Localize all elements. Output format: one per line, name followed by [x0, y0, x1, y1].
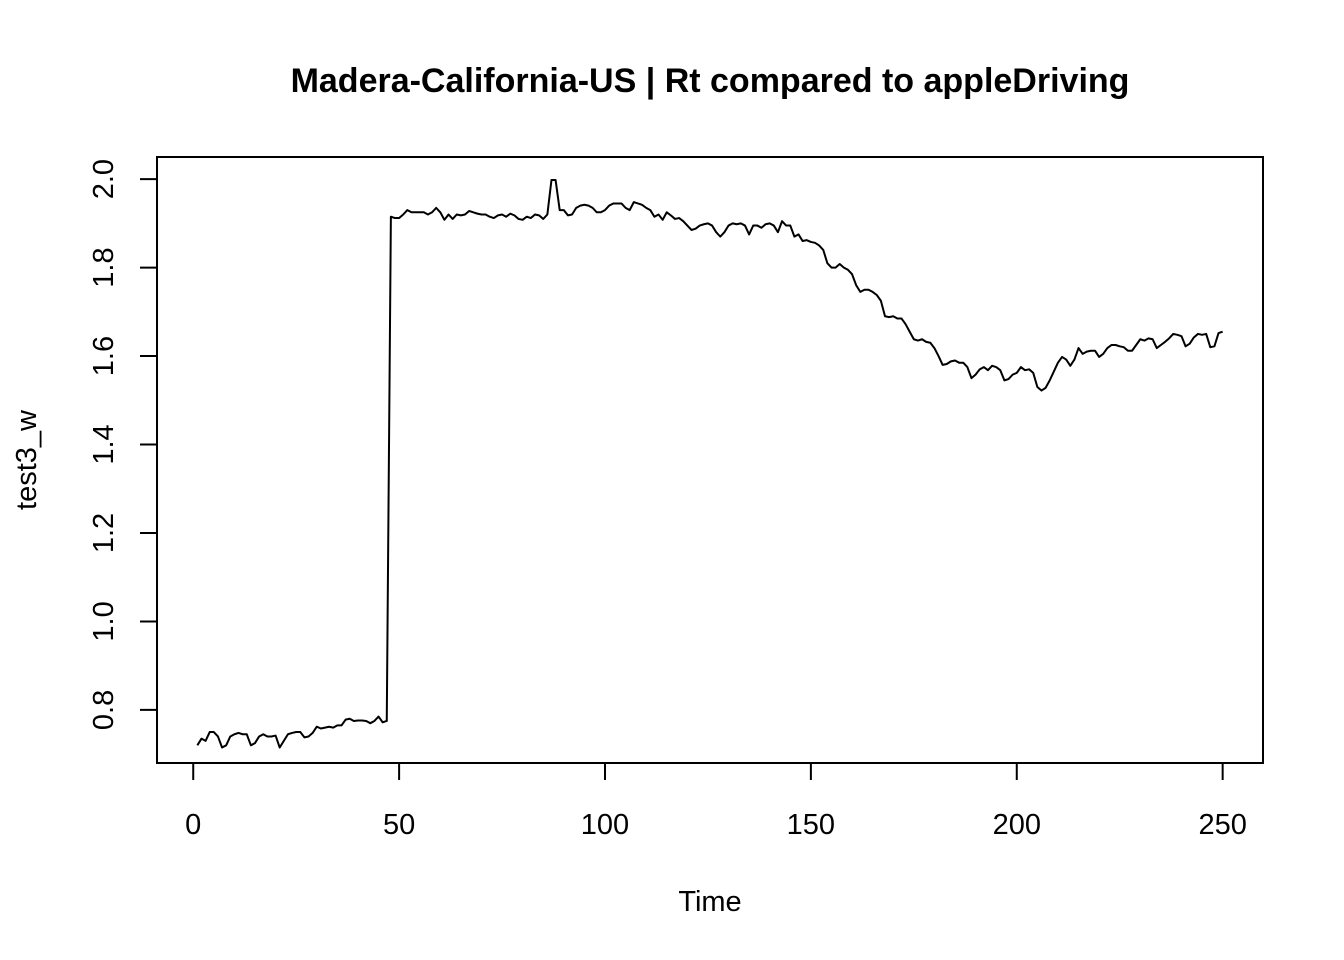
x-tick-label: 100: [581, 809, 629, 841]
x-axis-label: Time: [678, 886, 741, 918]
x-tick-label: 0: [185, 809, 201, 841]
y-tick-label: 1.0: [88, 601, 120, 641]
y-tick-label: 1.6: [88, 336, 120, 376]
y-tick-label: 1.4: [88, 424, 120, 464]
y-tick-label: 2.0: [88, 159, 120, 199]
x-axis-ticks: 0 50 100 150 200 250: [185, 763, 1247, 841]
x-tick-label: 50: [383, 809, 415, 841]
x-tick-label: 200: [993, 809, 1041, 841]
series-line: [196, 179, 1223, 749]
y-tick-label: 0.8: [88, 690, 120, 730]
y-axis-ticks: 0.8 1.0 1.2 1.4 1.6 1.8 2.0: [88, 159, 157, 730]
y-tick-label: 1.8: [88, 247, 120, 287]
x-tick-label: 150: [787, 809, 835, 841]
y-axis-label: test3_w: [11, 409, 43, 510]
plot-frame: [156, 156, 1264, 764]
y-tick-label: 1.2: [88, 513, 120, 553]
chart-title: Madera-California-US | Rt compared to ap…: [291, 62, 1130, 100]
x-tick-label: 250: [1198, 809, 1246, 841]
